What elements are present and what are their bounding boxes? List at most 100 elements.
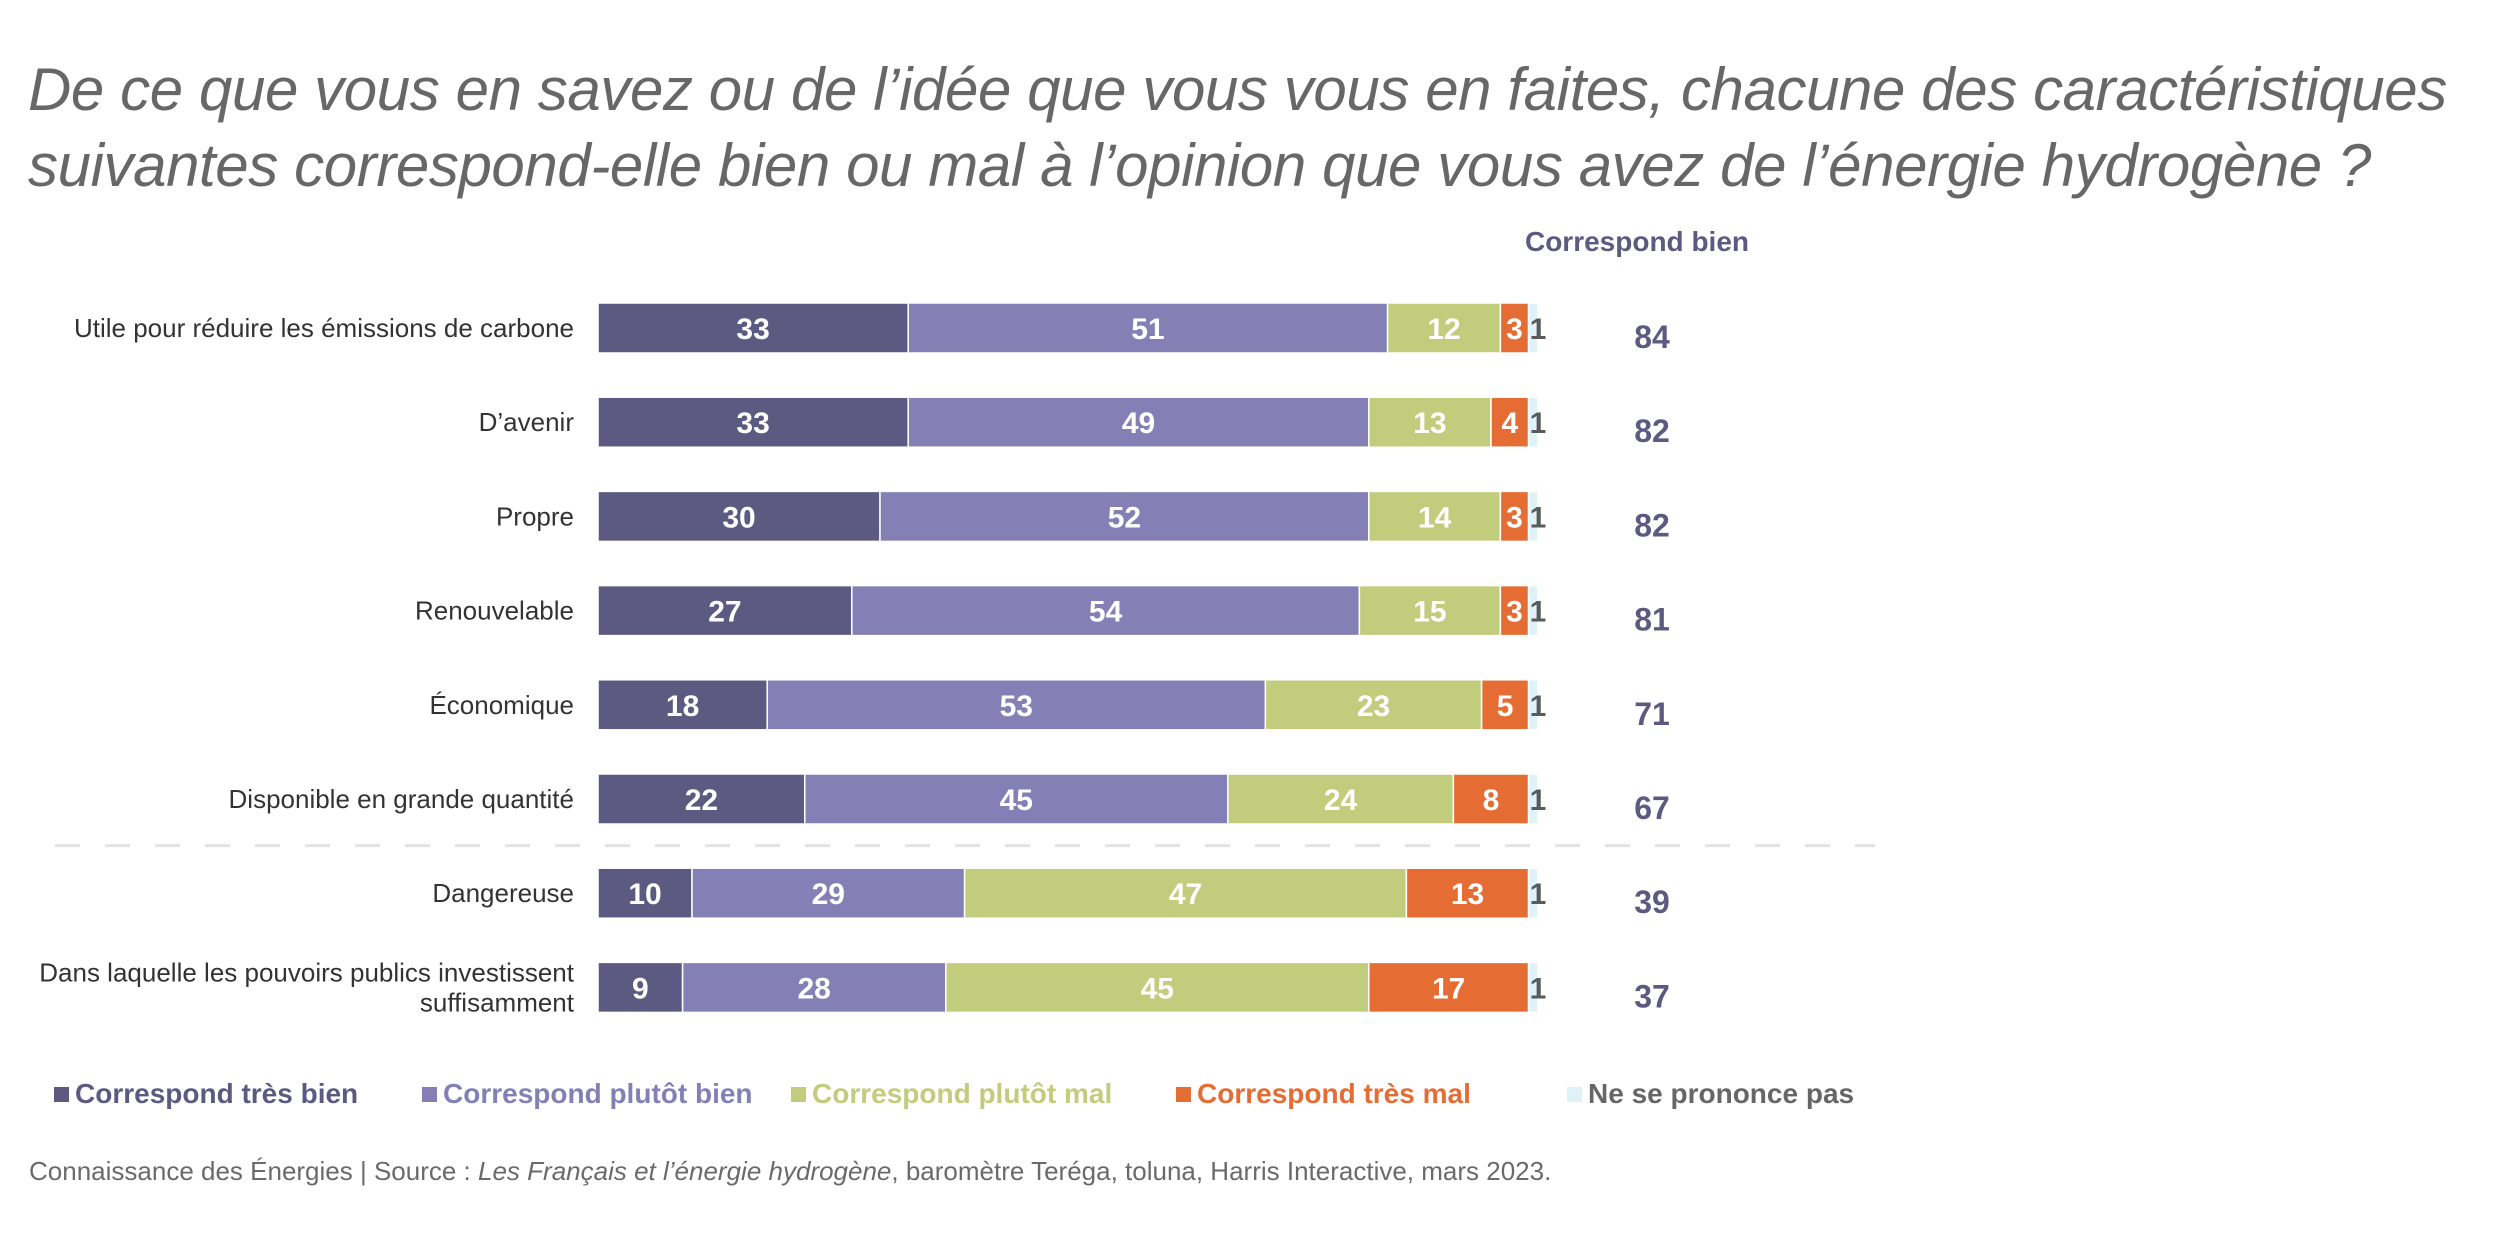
bar-segment-plutot-bien xyxy=(907,396,1370,448)
total-correspond-bien: 37 xyxy=(1634,978,1670,1014)
bar-segment-plutot-bien xyxy=(766,679,1267,731)
chart-title-line-2: suivantes correspond-elle bien ou mal à … xyxy=(28,132,2372,199)
legend-item-nsp: Ne se prononce pas xyxy=(1567,1078,1854,1110)
bar-value-label-nsp: 1 xyxy=(1530,501,1547,534)
bar-value-label-tres-bien: 30 xyxy=(722,501,755,534)
bar-segment-plutot-mal xyxy=(1358,584,1502,637)
bar-row: Renouvelable 27 54 15 3 1 81 xyxy=(415,584,1670,638)
bar-value-label-tres-mal: 3 xyxy=(1506,313,1523,346)
bar-segment-plutot-bien xyxy=(879,490,1370,543)
bar-segment-tres-bien xyxy=(597,773,806,825)
bar-value-label-plutot-bien: 29 xyxy=(812,878,845,911)
bar-segment-tres-mal xyxy=(1499,490,1530,543)
bar-segment-nsp xyxy=(1527,584,1539,637)
bar-value-label-nsp: 1 xyxy=(1530,878,1547,911)
bar-value-label-tres-mal: 8 xyxy=(1483,784,1500,817)
bar-value-label-plutot-bien: 45 xyxy=(1000,784,1033,817)
source-title: Les Français et l’énergie hydrogène xyxy=(478,1156,892,1186)
category-label: Disponible en grande quantité xyxy=(229,784,574,814)
legend-swatch-icon xyxy=(54,1086,69,1102)
category-label: Économique xyxy=(429,690,574,720)
bar-value-label-tres-mal: 13 xyxy=(1451,878,1484,911)
legend-label: Correspond très bien xyxy=(75,1078,359,1109)
bar-segment-plutot-mal xyxy=(1386,302,1502,354)
bar-segment-nsp xyxy=(1527,302,1539,354)
totals-column-header: Correspond bien xyxy=(1524,226,1749,257)
bar-segment-plutot-mal xyxy=(1264,679,1483,731)
bar-value-label-tres-mal: 3 xyxy=(1506,596,1523,629)
bar-segment-plutot-bien xyxy=(681,961,947,1014)
legend-label: Correspond plutôt bien xyxy=(443,1078,753,1109)
bar-value-label-plutot-mal: 14 xyxy=(1418,501,1452,534)
bar-row: Dangereuse 10 29 47 13 1 39 xyxy=(432,867,1670,920)
bar-value-label-tres-mal: 3 xyxy=(1506,501,1523,534)
bar-segment-tres-bien xyxy=(597,679,768,731)
bar-value-label-tres-mal: 4 xyxy=(1501,407,1518,440)
bar-row: Dans laquelle les pouvoirs publics inves… xyxy=(39,957,1670,1017)
bar-segment-tres-bien xyxy=(597,396,909,448)
bar-segment-nsp xyxy=(1527,679,1539,731)
bar-value-label-plutot-mal: 45 xyxy=(1141,972,1174,1005)
bar-value-label-plutot-mal: 47 xyxy=(1169,878,1202,911)
total-correspond-bien: 39 xyxy=(1634,884,1670,920)
legend-item-tres-bien: Correspond très bien xyxy=(54,1078,358,1110)
bar-segment-tres-bien xyxy=(597,867,693,919)
source-prefix: Connaissance des Énergies | Source : xyxy=(29,1156,479,1186)
bar-segment-plutot-bien xyxy=(691,867,966,919)
legend-swatch-icon xyxy=(791,1086,806,1102)
bar-segment-plutot-mal xyxy=(1227,773,1455,825)
category-label: Dans laquelle les pouvoirs publics inves… xyxy=(39,957,575,987)
bar-segment-tres-mal xyxy=(1452,773,1530,825)
bar-row: Disponible en grande quantité 22 45 24 8 1 67 xyxy=(229,773,1670,826)
total-correspond-bien: 71 xyxy=(1634,696,1670,732)
bar-value-label-plutot-bien: 54 xyxy=(1089,596,1123,629)
bar-segment-plutot-bien xyxy=(907,302,1389,354)
legend-label: Correspond plutôt mal xyxy=(812,1078,1113,1109)
category-label: Propre xyxy=(496,501,574,531)
category-label: Dangereuse xyxy=(432,878,574,908)
legend-item-plutot-bien: Correspond plutôt bien xyxy=(422,1078,753,1110)
bar-value-label-tres-bien: 10 xyxy=(628,878,661,911)
bar-value-label-plutot-bien: 53 xyxy=(1000,690,1033,723)
bar-row: Utile pour réduire les émissions de carb… xyxy=(74,302,1670,355)
legend-label: Correspond très mal xyxy=(1197,1078,1471,1109)
bar-row: Propre 30 52 14 3 1 82 xyxy=(496,490,1670,543)
bar-value-label-nsp: 1 xyxy=(1530,596,1547,629)
bar-segment-plutot-mal xyxy=(1368,490,1502,543)
bar-segment-tres-bien xyxy=(597,584,853,637)
bar-value-label-nsp: 1 xyxy=(1530,690,1547,723)
bar-segment-tres-mal xyxy=(1499,584,1530,637)
bar-value-label-tres-bien: 9 xyxy=(632,972,649,1005)
bar-segment-plutot-mal xyxy=(1368,396,1492,448)
bar-value-label-plutot-mal: 24 xyxy=(1324,784,1358,817)
legend-item-tres-mal: Correspond très mal xyxy=(1176,1078,1471,1110)
bar-value-label-tres-mal: 17 xyxy=(1432,972,1465,1005)
legend-label: Ne se prononce pas xyxy=(1588,1078,1855,1109)
bar-value-label-plutot-mal: 12 xyxy=(1427,313,1460,346)
bar-segment-tres-mal xyxy=(1480,679,1530,731)
total-correspond-bien: 84 xyxy=(1634,319,1670,355)
bar-value-label-plutot-mal: 15 xyxy=(1413,596,1446,629)
bar-value-label-nsp: 1 xyxy=(1530,407,1547,440)
category-label: Utile pour réduire les émissions de carb… xyxy=(74,313,574,343)
category-label: Renouvelable xyxy=(415,596,574,626)
total-correspond-bien: 67 xyxy=(1634,790,1670,826)
bar-value-label-nsp: 1 xyxy=(1530,784,1547,817)
bar-value-label-plutot-bien: 49 xyxy=(1122,407,1155,440)
total-correspond-bien: 82 xyxy=(1634,413,1670,449)
bar-segment-plutot-bien xyxy=(851,584,1361,637)
bar-segment-nsp xyxy=(1527,396,1539,448)
category-label: suffisamment xyxy=(420,987,575,1017)
bar-value-label-plutot-bien: 51 xyxy=(1131,313,1164,346)
total-correspond-bien: 82 xyxy=(1634,507,1670,543)
bar-segment-tres-mal xyxy=(1368,961,1530,1014)
bar-value-label-nsp: 1 xyxy=(1530,972,1547,1005)
bar-value-label-plutot-bien: 52 xyxy=(1108,501,1141,534)
bar-value-label-tres-mal: 5 xyxy=(1497,690,1514,723)
bar-value-label-tres-bien: 33 xyxy=(736,313,769,346)
bar-row: Économique 18 53 23 5 1 71 xyxy=(429,679,1670,732)
bar-segment-tres-mal xyxy=(1499,302,1530,354)
chart-title-line-1: De ce que vous en savez ou de l’idée que… xyxy=(28,56,2447,123)
legend-item-plutot-mal: Correspond plutôt mal xyxy=(791,1078,1112,1110)
